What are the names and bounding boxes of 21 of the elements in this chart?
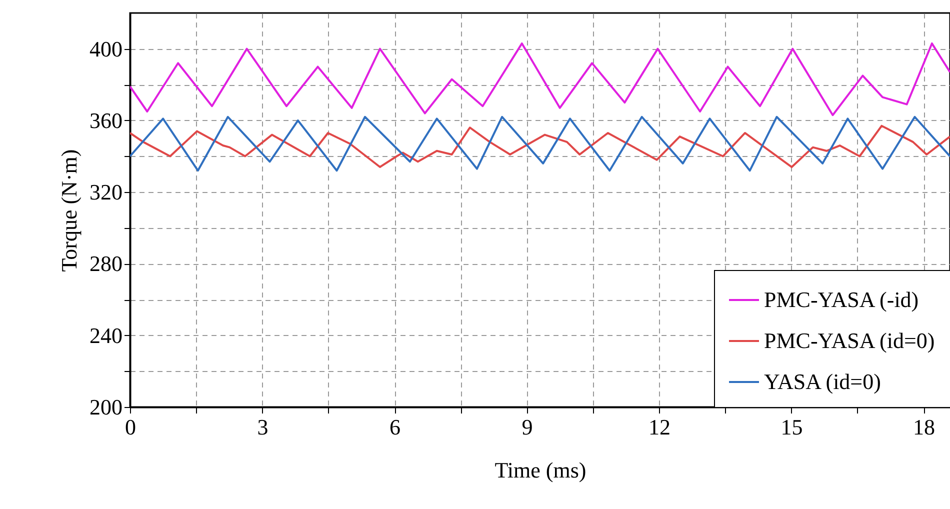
x-tick-label: 6 [390,414,401,440]
x-tick-label: 9 [522,414,533,440]
y-tick-label: 320 [90,180,122,205]
legend-label: PMC-YASA (id=0) [764,328,935,353]
y-axis-title: Torque (N·m) [56,149,82,272]
x-axis-title: Time (ms) [494,458,586,482]
line-series [130,124,950,168]
x-tick-label: 15 [780,414,803,440]
y-tick-label: 280 [90,251,122,276]
legend-label: YASA (id=0) [764,369,881,394]
x-tick-label: 12 [648,414,671,440]
x-tick-label: 3 [257,414,268,440]
y-tick-label: 400 [90,36,122,62]
y-tick-label: 200 [90,394,122,420]
line-series [130,116,950,172]
legend-label: PMC-YASA (-id) [764,287,919,312]
y-tick-label: 360 [90,108,122,133]
y-tick-label: 240 [90,322,122,348]
x-tick-label: 0 [125,414,136,440]
x-tick-label: 18 [913,414,936,440]
line-series [130,42,950,116]
